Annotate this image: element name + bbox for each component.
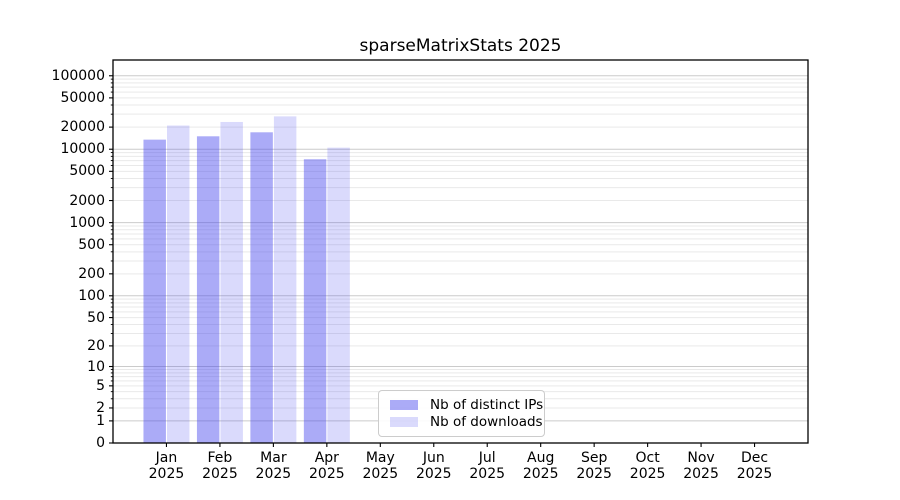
x-tick-label: Feb 2025	[188, 450, 252, 482]
x-tick-label: Apr 2025	[295, 450, 359, 482]
y-tick-label: 1000	[69, 214, 105, 231]
x-tick-label-line: Aug	[527, 450, 555, 466]
legend-item-downloads: Nb of downloads	[390, 414, 543, 430]
x-tick-label-line: Sep	[580, 450, 608, 466]
x-tick-label: Dec 2025	[723, 450, 787, 482]
y-tick-label: 500	[78, 236, 105, 253]
x-tick-label-line: May	[365, 450, 395, 466]
legend-label-downloads: Nb of downloads	[430, 414, 543, 430]
legend-swatch-downloads-icon	[390, 417, 418, 427]
x-tick-label: Oct 2025	[616, 450, 680, 482]
y-tick-label: 20000	[60, 119, 105, 136]
chart-title: sparseMatrixStats 2025	[359, 36, 562, 56]
legend-swatch-distinct-ips-icon	[390, 400, 418, 410]
x-tick-label-line: Jan	[155, 450, 178, 466]
x-tick-label: Aug 2025	[509, 450, 573, 482]
bar-distinct-ips	[143, 139, 166, 444]
y-tick-label: 10000	[60, 141, 105, 158]
y-tick-label: 0	[96, 435, 105, 451]
y-tick-label: 10	[87, 358, 105, 375]
x-tick-label-line: 2025	[683, 466, 719, 482]
x-tick-label: Nov 2025	[669, 450, 733, 482]
y-tick-label: 50000	[60, 89, 105, 106]
bar-distinct-ips	[196, 136, 220, 443]
y-tick-label: 2000	[69, 192, 105, 209]
x-tick-label: Jul 2025	[455, 450, 519, 482]
y-tick-label: 200	[78, 265, 105, 282]
y-tick-label: 2	[96, 399, 105, 416]
bar-distinct-ips	[250, 132, 273, 443]
x-tick-label-line: 2025	[202, 466, 238, 482]
x-tick-label-line: 2025	[415, 466, 452, 482]
x-tick-label-line: Oct	[635, 450, 660, 466]
x-tick-label-line: Jun	[422, 450, 445, 466]
y-tick-label: 100	[78, 287, 105, 304]
x-tick-label-line: Dec	[740, 450, 769, 466]
legend-label-distinct-ips: Nb of distinct IPs	[430, 397, 544, 413]
x-tick-label-line: 2025	[309, 466, 345, 482]
x-tick-label-line: Nov	[687, 450, 715, 466]
legend-item-distinct-ips: Nb of distinct IPs	[390, 397, 543, 413]
x-tick-label: Sep 2025	[562, 450, 626, 482]
y-tick-label: 20	[87, 337, 105, 354]
x-tick-label-line: 2025	[469, 466, 506, 482]
x-tick-label-line: Jul	[478, 450, 496, 466]
x-tick-label: Jun 2025	[402, 450, 466, 482]
y-tick-label: 50	[87, 309, 105, 326]
x-tick-label-line: 2025	[255, 466, 292, 482]
bar-downloads	[166, 125, 190, 443]
x-tick-label-line: 2025	[362, 466, 399, 482]
x-tick-label-line: Apr	[314, 450, 339, 466]
x-tick-label: May 2025	[348, 450, 412, 482]
bar-downloads	[273, 116, 297, 443]
x-tick-label-line: 2025	[736, 466, 773, 482]
axes-spines	[112, 59, 809, 444]
bar-downloads	[220, 121, 243, 444]
x-tick-label-line: 2025	[629, 466, 666, 482]
x-tick-label-line: 2025	[148, 466, 185, 482]
x-tick-label-line: Mar	[260, 450, 287, 466]
x-tick-label: Jan 2025	[134, 450, 198, 482]
x-tick-label-line: 2025	[576, 466, 612, 482]
y-tick-label: 100000	[51, 67, 105, 84]
x-tick-label-line: 2025	[522, 466, 559, 482]
y-tick-label: 5	[96, 377, 105, 394]
bar-distinct-ips	[303, 159, 327, 443]
x-tick-label: Mar 2025	[241, 450, 305, 482]
bar-downloads	[327, 147, 350, 443]
y-tick-label: 5000	[69, 163, 105, 180]
legend: Nb of distinct IPs Nb of downloads	[378, 390, 545, 437]
y-tick-label: 1	[96, 412, 105, 429]
x-tick-label-line: Feb	[207, 450, 233, 466]
